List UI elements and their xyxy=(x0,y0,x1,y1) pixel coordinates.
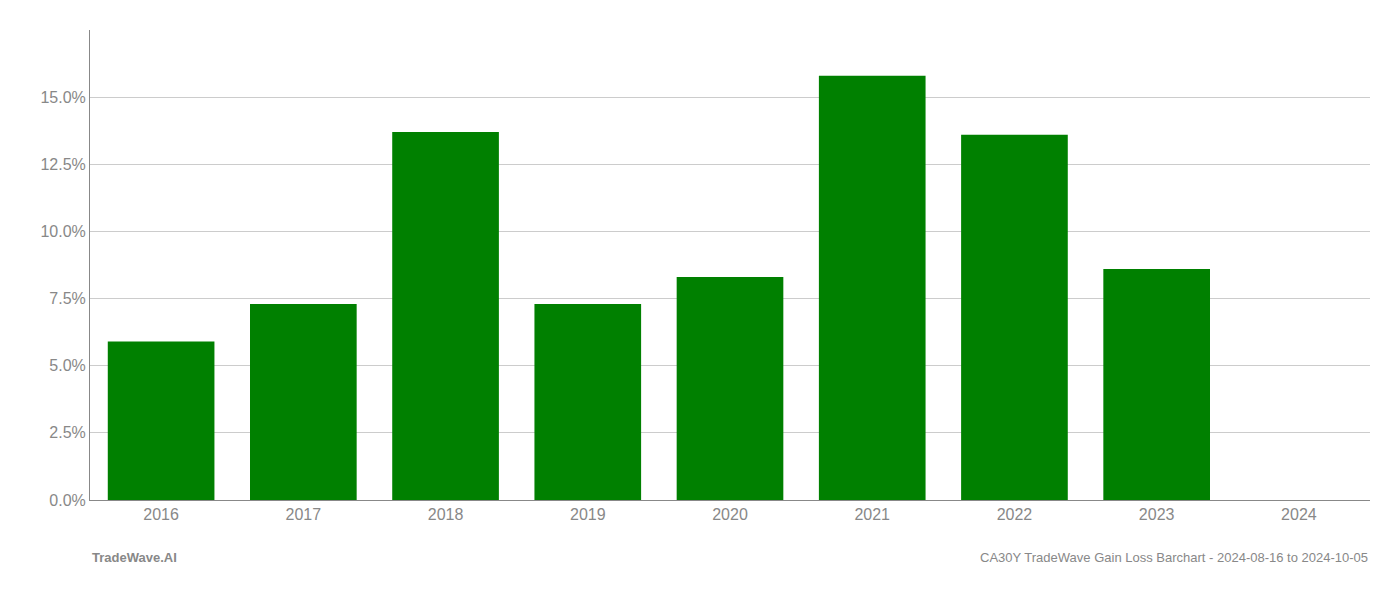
svg-text:7.5%: 7.5% xyxy=(49,290,85,307)
svg-text:2.5%: 2.5% xyxy=(49,424,85,441)
svg-text:2017: 2017 xyxy=(286,506,322,523)
svg-text:2022: 2022 xyxy=(997,506,1033,523)
svg-text:10.0%: 10.0% xyxy=(40,223,85,240)
svg-text:5.0%: 5.0% xyxy=(49,357,85,374)
svg-text:2019: 2019 xyxy=(570,506,606,523)
svg-text:2021: 2021 xyxy=(854,506,890,523)
svg-text:TradeWave.AI: TradeWave.AI xyxy=(92,550,177,565)
svg-text:0.0%: 0.0% xyxy=(49,492,85,509)
svg-text:12.5%: 12.5% xyxy=(40,156,85,173)
svg-text:2020: 2020 xyxy=(712,506,748,523)
svg-text:2023: 2023 xyxy=(1139,506,1175,523)
svg-text:2024: 2024 xyxy=(1281,506,1317,523)
svg-text:2016: 2016 xyxy=(143,506,179,523)
svg-text:CA30Y TradeWave Gain Loss Barc: CA30Y TradeWave Gain Loss Barchart - 202… xyxy=(980,550,1368,565)
svg-text:2018: 2018 xyxy=(428,506,464,523)
svg-text:15.0%: 15.0% xyxy=(40,89,85,106)
